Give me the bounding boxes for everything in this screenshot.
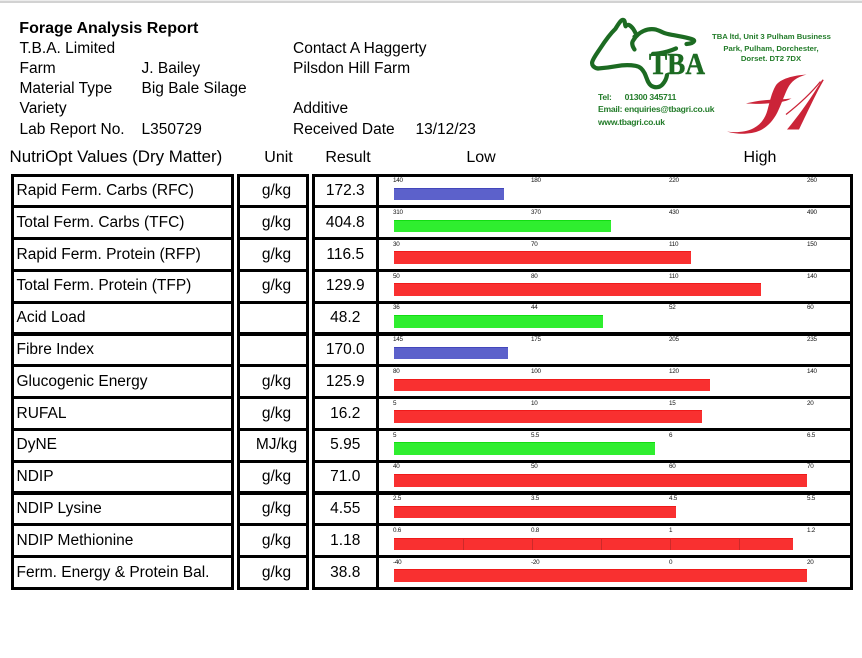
svg-text:TBA: TBA — [649, 46, 706, 81]
